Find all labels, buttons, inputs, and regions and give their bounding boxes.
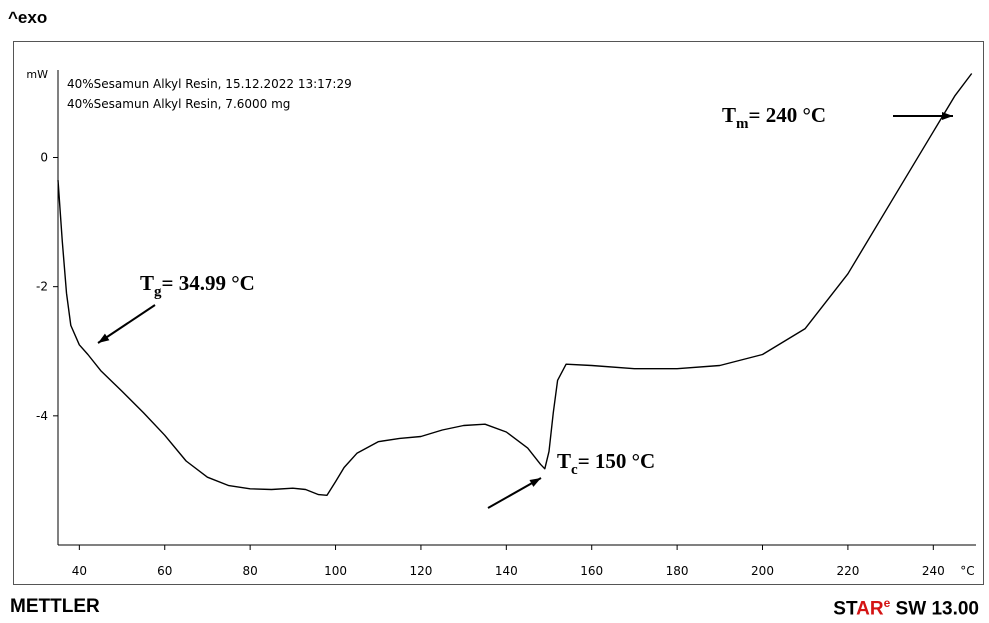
annotation-arrowhead-m	[942, 112, 953, 120]
chart-series	[57, 73, 973, 496]
chart-annotations: Tg= 34.99 °C Tc= 150 °C Tm= 240 °C	[97, 103, 953, 509]
exo-direction-label: ^exo	[8, 8, 48, 27]
chart-axes	[57, 70, 976, 546]
annotation-arrow-g	[97, 304, 156, 344]
y-tick-label: -2	[36, 280, 48, 294]
y-unit-label: mW	[26, 68, 48, 81]
software-e: e	[883, 596, 891, 610]
x-tick-label: 60	[157, 564, 172, 578]
annotation-label-m: Tm= 240 °C	[722, 103, 826, 132]
annotation-label-c: Tc= 150 °C	[557, 449, 655, 478]
series-line-0	[57, 73, 973, 496]
x-tick-label: 240	[922, 564, 945, 578]
software-version: SW 13.00	[890, 598, 979, 620]
annotation-arrowhead-g	[98, 333, 110, 343]
sample-info-line-1: 40%Sesamun Alkyl Resin, 15.12.2022 13:17…	[67, 77, 352, 91]
y-tick-label: 0	[40, 151, 48, 165]
annotation-label-g: Tg= 34.99 °C	[140, 271, 255, 300]
x-tick-label: 160	[580, 564, 603, 578]
x-tick-label: 40	[72, 564, 87, 578]
x-tick-label: 80	[242, 564, 257, 578]
x-unit-label: °C	[960, 564, 974, 578]
plot-frame	[13, 41, 984, 585]
x-tick-label: 200	[751, 564, 774, 578]
x-tick-label: 140	[495, 564, 518, 578]
x-tick-label: 100	[324, 564, 347, 578]
software-label: STARe SW 13.00	[833, 596, 979, 620]
software-st: ST	[833, 598, 857, 620]
x-tick-label: 180	[666, 564, 689, 578]
x-tick-label: 120	[409, 564, 432, 578]
sample-info-line-2: 40%Sesamun Alkyl Resin, 7.6000 mg	[67, 97, 291, 111]
x-tick-label: 220	[836, 564, 859, 578]
annotation-arrowhead-c	[529, 478, 541, 487]
chart-ticks: mW 0 -2 -4 40 60 80 100 120 140 160 180 200 220 240 °C	[26, 68, 974, 578]
y-tick-label: -4	[36, 409, 48, 423]
software-ar: AR	[856, 598, 884, 620]
brand-label: METTLER	[10, 596, 100, 617]
